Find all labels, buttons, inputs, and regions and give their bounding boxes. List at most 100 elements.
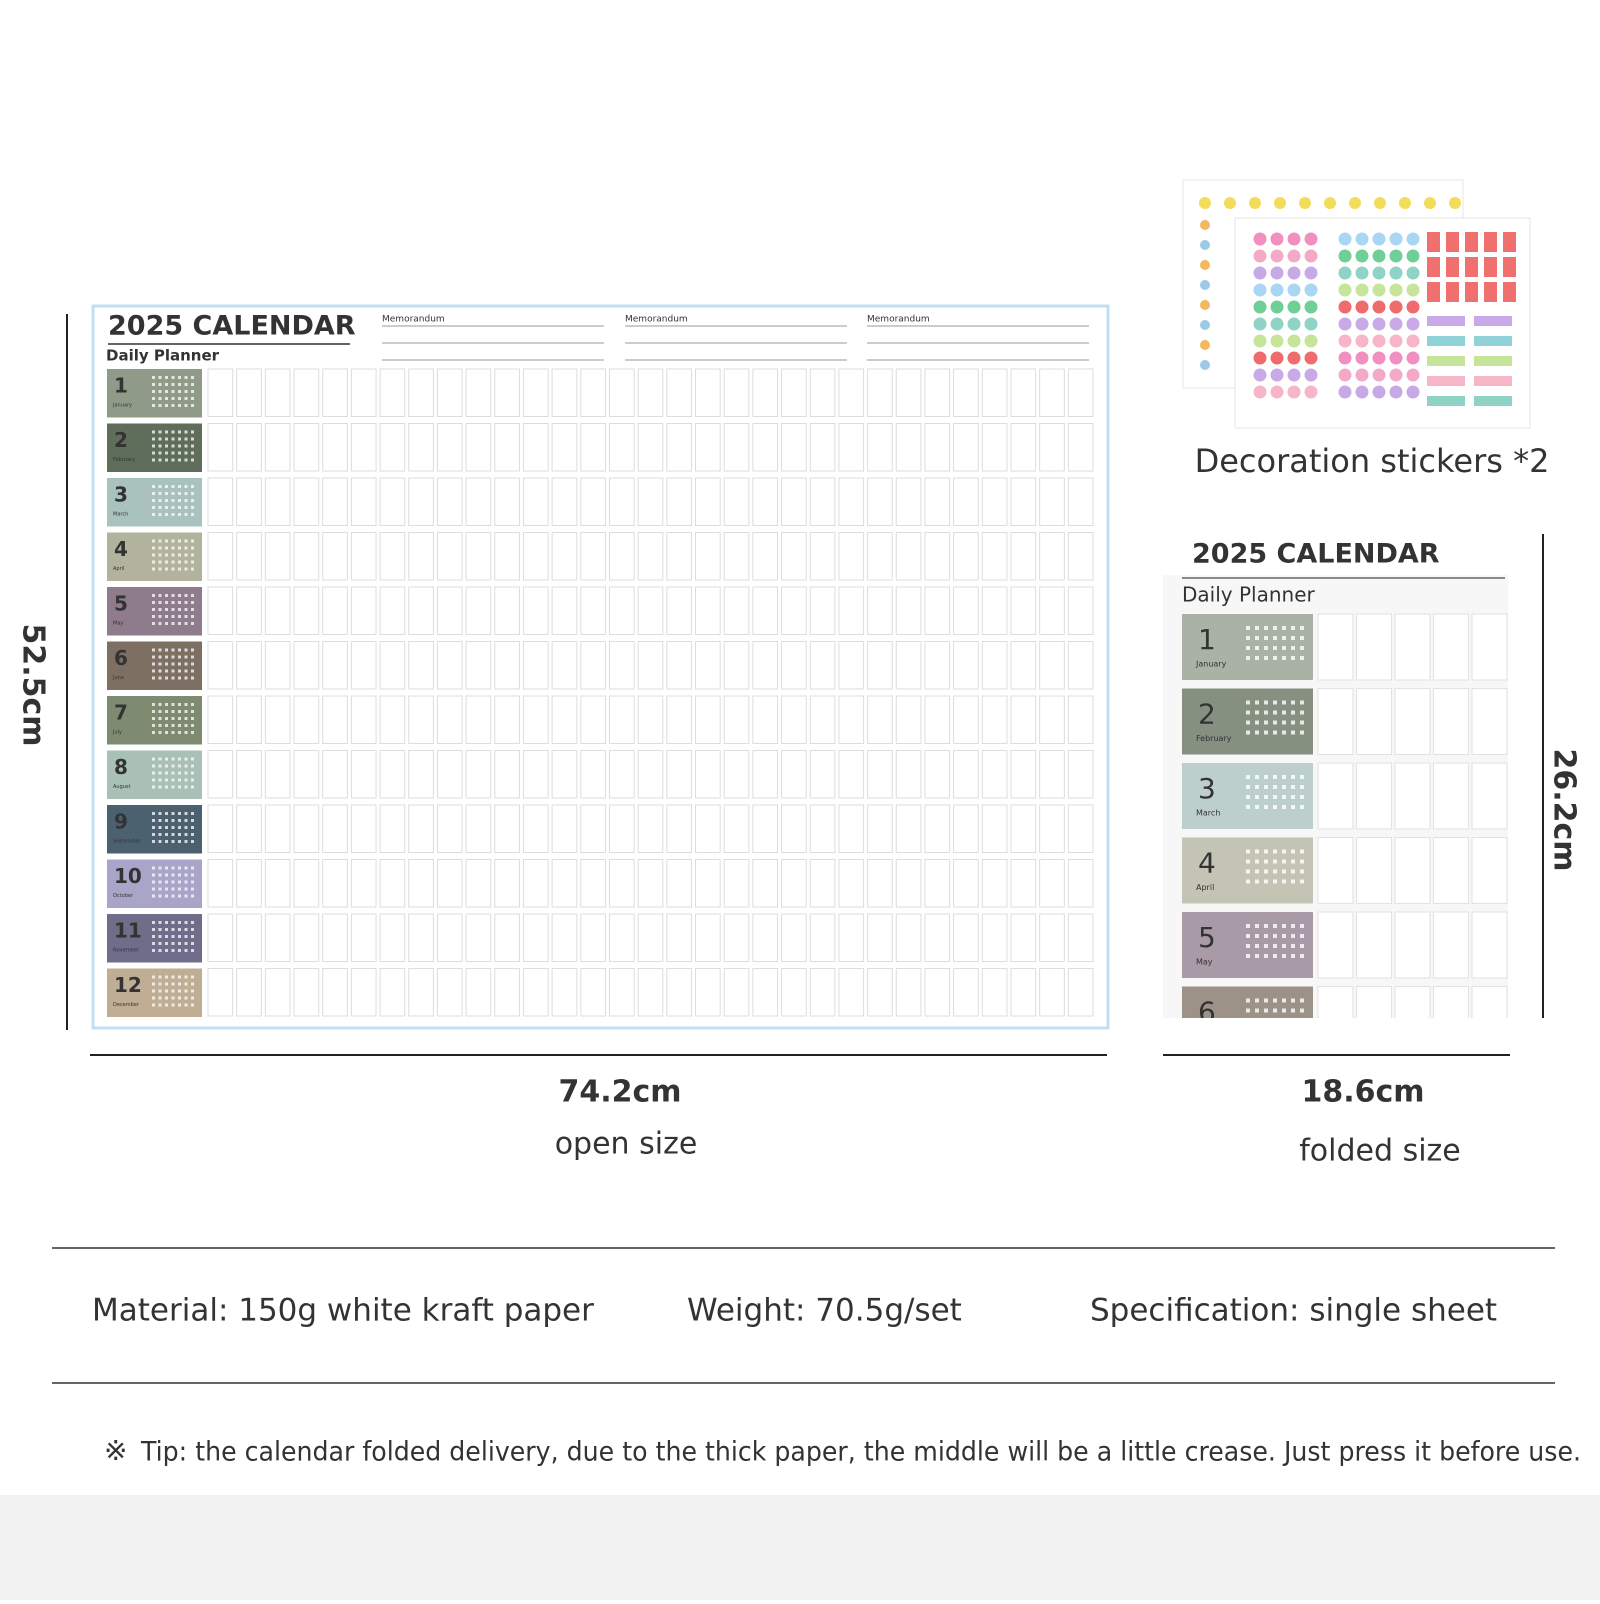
mini-day <box>184 458 188 462</box>
sticker <box>1427 316 1465 326</box>
day-cell <box>1039 641 1065 690</box>
day-cell <box>293 804 320 853</box>
sticker <box>1304 368 1318 382</box>
mini-day <box>152 880 155 884</box>
day-cell <box>838 968 865 1017</box>
sticker <box>1253 249 1267 263</box>
mini-day <box>165 437 168 441</box>
spec: Material: 150g white kraft paper <box>92 1293 594 1329</box>
mini-day <box>152 826 155 829</box>
day-cell <box>580 695 606 744</box>
day-cell <box>379 913 406 962</box>
mini-day <box>171 676 175 680</box>
mini-day <box>158 648 162 652</box>
day-cell <box>695 532 721 581</box>
mini-day <box>1291 869 1295 874</box>
mini-day <box>184 546 188 550</box>
day-cell <box>1039 532 1065 581</box>
mini-day <box>184 506 188 509</box>
calendar-title: 2025 CALENDAR <box>108 311 356 342</box>
day-cell <box>666 641 693 690</box>
day-cell <box>580 641 606 690</box>
sticker <box>1200 220 1210 230</box>
day-cell <box>1394 911 1431 979</box>
day-cell <box>867 804 893 853</box>
mini-day <box>152 894 155 898</box>
day-cell <box>981 913 1008 962</box>
sticker <box>1338 232 1352 246</box>
mini-day <box>158 975 162 979</box>
mini-day <box>1255 636 1259 640</box>
folded-month-name: April <box>1196 883 1214 892</box>
mini-day <box>1273 934 1277 938</box>
mini-day <box>152 601 155 604</box>
day-cell <box>293 641 320 690</box>
sticker <box>1427 282 1440 302</box>
mini-day <box>191 935 194 938</box>
mini-day <box>171 655 175 659</box>
mini-day <box>171 975 175 979</box>
day-cell <box>522 368 549 417</box>
day-cell <box>1067 368 1094 417</box>
mini-day <box>165 928 168 931</box>
mini-day <box>152 757 155 761</box>
mini-day <box>171 921 175 924</box>
day-cell <box>465 477 492 526</box>
sticker <box>1287 232 1301 246</box>
mini-day <box>165 785 168 789</box>
sticker <box>1287 249 1301 263</box>
mini-day <box>158 935 162 938</box>
day-cell <box>236 695 262 744</box>
mini-day <box>191 615 194 618</box>
day-cell <box>207 423 234 472</box>
mini-day <box>171 390 175 393</box>
day-cell <box>408 968 434 1017</box>
day-cell <box>494 368 520 417</box>
day-cell <box>322 368 348 417</box>
month-name: June <box>112 675 124 681</box>
mini-day <box>184 539 188 543</box>
sticker <box>1503 232 1516 252</box>
mini-day <box>152 655 155 659</box>
mini-day <box>158 390 162 393</box>
mini-day <box>171 840 175 843</box>
mini-day <box>152 982 155 986</box>
mini-day <box>165 594 168 597</box>
day-cell <box>867 368 893 417</box>
mini-day <box>191 506 194 509</box>
mini-day <box>1282 700 1286 705</box>
mini-day <box>184 928 188 931</box>
day-cell <box>752 368 779 417</box>
sticker <box>1406 266 1420 280</box>
day-cell <box>608 968 635 1017</box>
sticker <box>1338 317 1352 331</box>
day-cell <box>522 804 549 853</box>
mini-day <box>184 710 188 713</box>
mini-day <box>184 655 188 659</box>
mini-day <box>1246 869 1250 874</box>
day-cell <box>867 859 893 908</box>
mini-day <box>191 731 194 734</box>
mini-day <box>178 594 181 597</box>
day-cell <box>1471 762 1508 830</box>
day-cell <box>637 804 664 853</box>
mini-day <box>171 458 175 462</box>
mini-day <box>165 710 168 713</box>
mini-day <box>1300 805 1304 809</box>
day-cell <box>436 423 463 472</box>
mini-day <box>1264 626 1268 630</box>
day-cell <box>1039 368 1065 417</box>
mini-day <box>165 648 168 652</box>
mini-day <box>171 485 175 488</box>
day-cell <box>1039 423 1065 472</box>
mini-day <box>1264 730 1268 735</box>
mini-day <box>165 662 168 666</box>
mini-day <box>178 662 181 666</box>
mini-day <box>152 942 155 945</box>
sticker <box>1355 266 1369 280</box>
mini-day <box>184 703 188 706</box>
mini-day <box>165 669 168 673</box>
mini-day <box>165 404 168 407</box>
mini-day <box>1246 944 1250 948</box>
day-cell <box>666 695 693 744</box>
